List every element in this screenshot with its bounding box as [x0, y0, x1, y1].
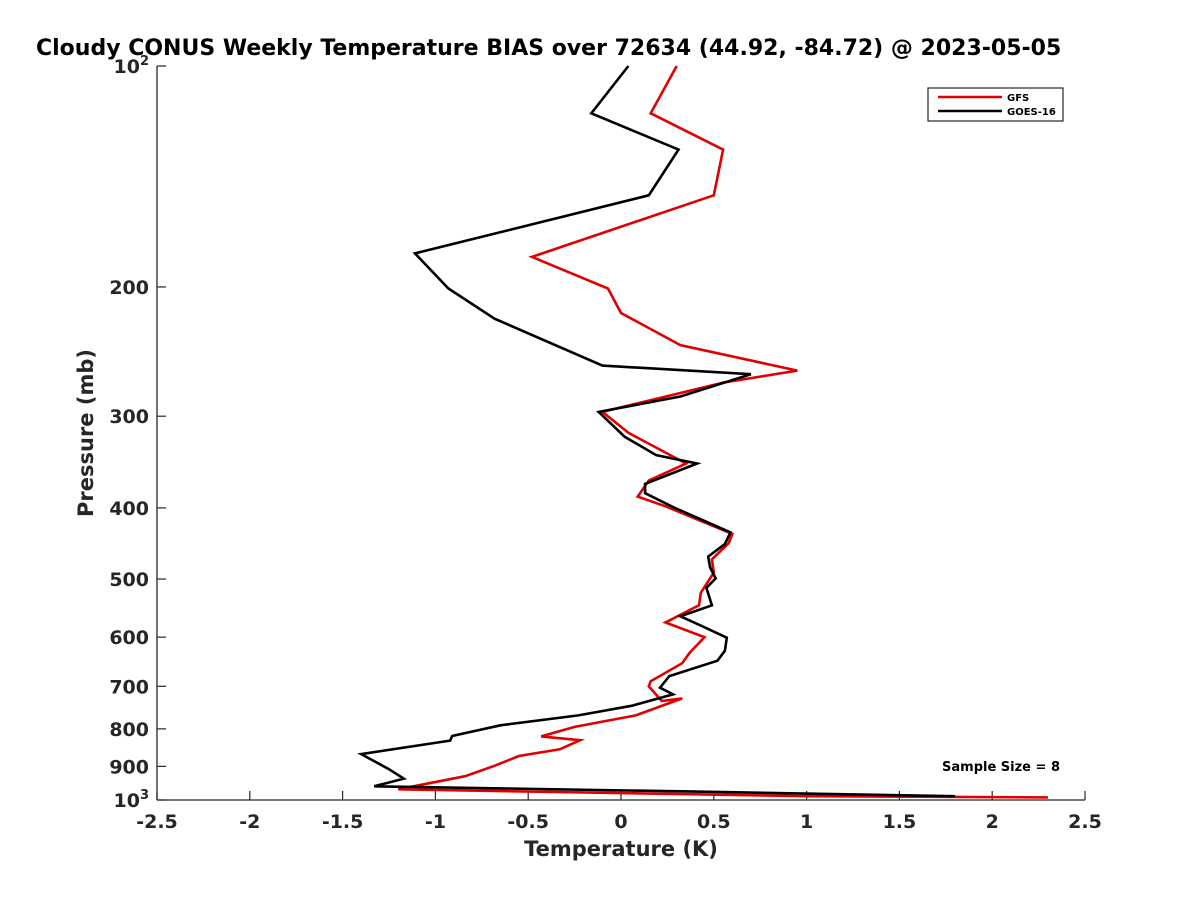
x-axis-label: Temperature (K): [524, 837, 718, 861]
legend-label: GFS: [1007, 93, 1029, 104]
y-tick-label: 800: [109, 719, 149, 741]
chart-title: Cloudy CONUS Weekly Temperature BIAS ove…: [36, 36, 1061, 61]
legend-box: [927, 87, 1064, 122]
legend-label: GOES-16: [1007, 107, 1056, 118]
x-tick-label: 1: [800, 811, 813, 833]
x-tick-label: 1.5: [883, 811, 917, 833]
y-tick-label: 400: [109, 498, 149, 520]
y-tick-label: 103: [114, 788, 150, 812]
y-tick-exponent: 3: [140, 788, 149, 803]
y-tick-base: 10: [114, 56, 140, 78]
y-tick-label: 300: [109, 406, 149, 428]
x-tick-label: -2.5: [136, 811, 178, 833]
y-tick-exponent: 2: [140, 54, 149, 69]
x-tick-label: 2.5: [1068, 811, 1102, 833]
x-tick-label: -2: [239, 811, 260, 833]
y-tick-base: 10: [114, 790, 140, 812]
x-axis-ticks: -2.5 -2 -1.5 -1 -0.5 0 0.5 1 1.5 2 2.5: [136, 791, 1102, 833]
x-tick-label: -0.5: [507, 811, 549, 833]
y-tick-label: 200: [109, 277, 149, 299]
y-tick-label: 700: [109, 676, 149, 698]
y-tick-label: 500: [109, 569, 149, 591]
x-tick-label: 0: [614, 811, 627, 833]
series-layer: [357, 65, 1048, 799]
x-tick-label: 2: [986, 811, 999, 833]
sample-size-annotation: Sample Size = 8: [942, 760, 1060, 775]
y-tick-label: 102: [114, 54, 150, 78]
y-axis-label: Pressure (mb): [74, 349, 98, 517]
legend: GFS GOES-16: [927, 87, 1064, 122]
y-tick-label: 600: [109, 627, 149, 649]
x-tick-label: 0.5: [697, 811, 731, 833]
series-line-gfs: [398, 65, 1048, 799]
x-tick-label: -1.5: [322, 811, 364, 833]
x-tick-label: -1: [425, 811, 446, 833]
y-tick-label: 900: [109, 756, 149, 778]
series-line-goes-16: [357, 65, 956, 798]
